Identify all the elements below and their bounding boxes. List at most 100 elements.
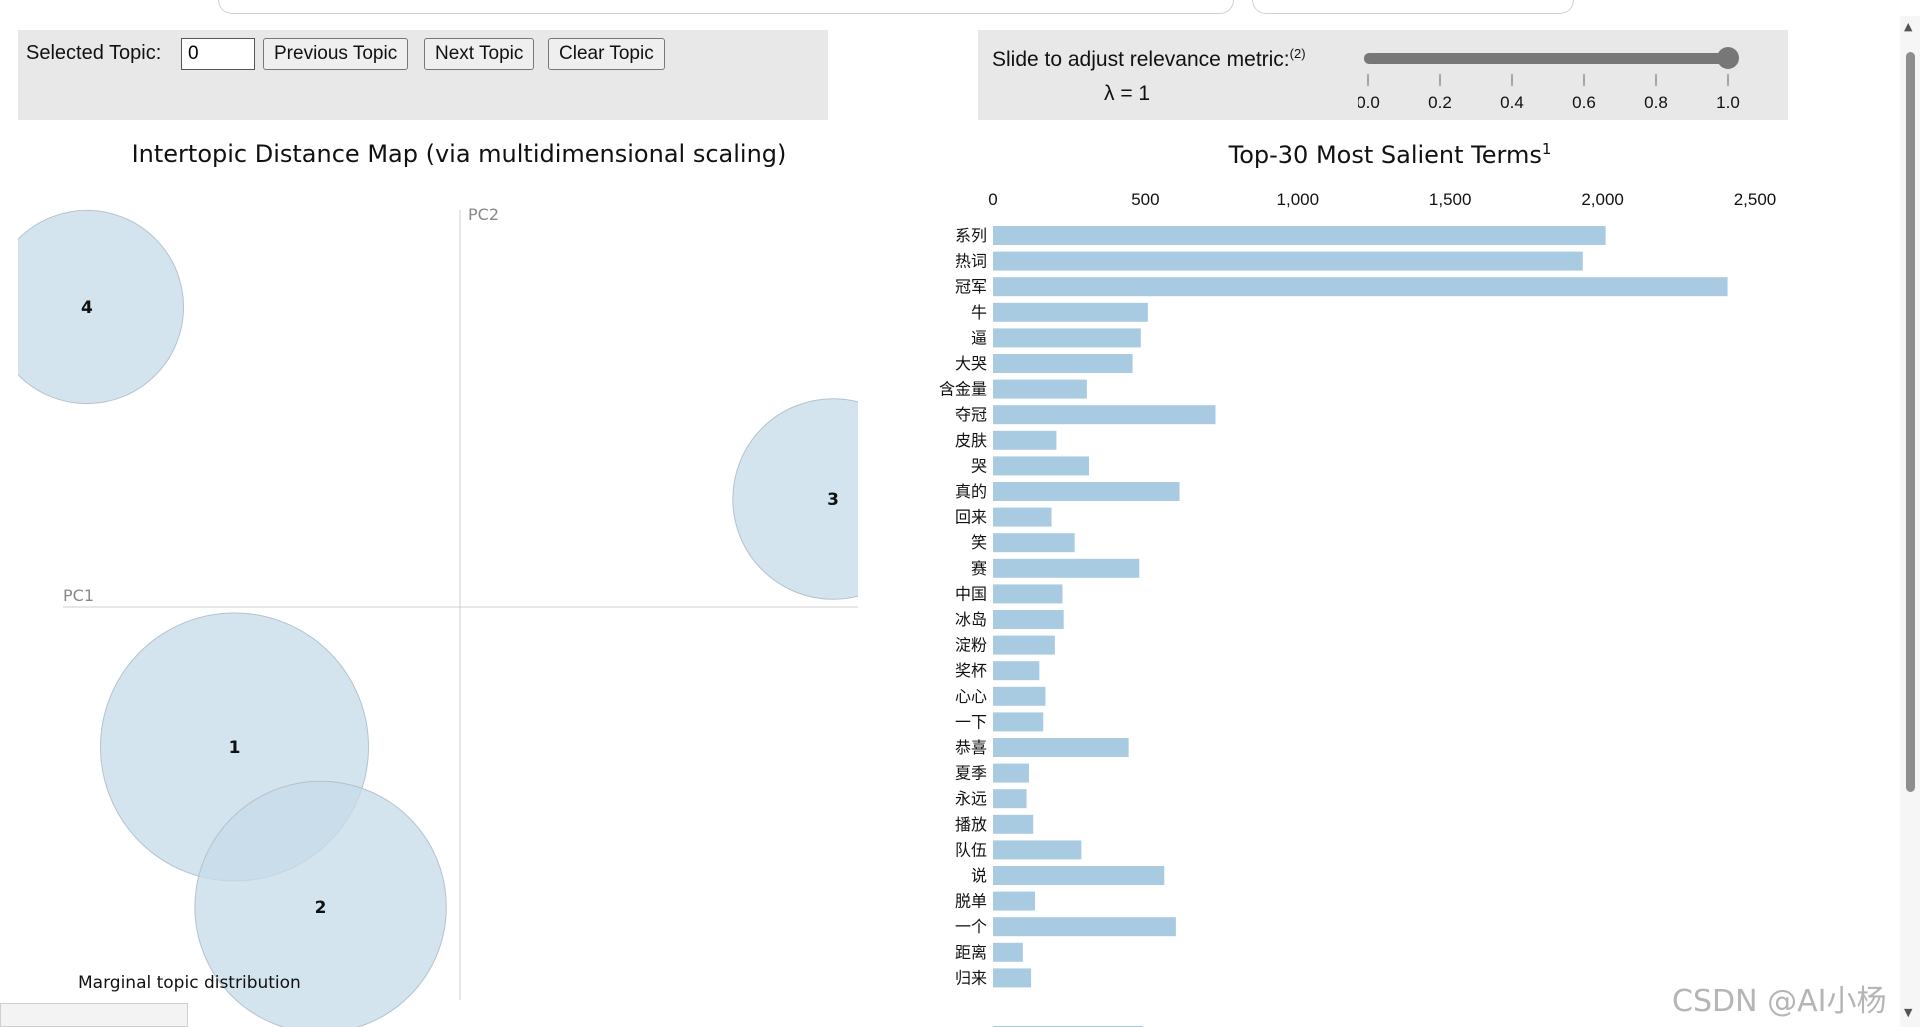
previous-topic-button[interactable]: Previous Topic <box>263 38 409 70</box>
term-label[interactable]: 一个 <box>955 917 987 936</box>
term-bar[interactable] <box>993 686 1046 706</box>
term-bar[interactable] <box>993 917 1176 937</box>
term-bar[interactable] <box>993 302 1148 322</box>
relevance-slider[interactable]: 0.0 0.2 0.4 0.6 0.8 1.0 <box>1358 38 1768 118</box>
term-bar[interactable] <box>993 661 1040 681</box>
term-bar[interactable] <box>993 763 1029 783</box>
slider-track[interactable] <box>1364 53 1736 64</box>
term-bar[interactable] <box>993 584 1063 604</box>
term-label[interactable]: 牛 <box>971 303 987 322</box>
term-label[interactable]: 淀粉 <box>955 636 987 655</box>
x-axis-tick-label: 2,500 <box>1734 190 1777 209</box>
scroll-thumb[interactable] <box>1906 52 1915 792</box>
slider-tick-label: 0.0 <box>1358 93 1380 112</box>
address-bar-fragment <box>218 0 1234 14</box>
term-label[interactable]: 冰岛 <box>955 610 987 629</box>
salient-terms-chart: 0 500 1,000 1,500 2,000 2,500 系列热词冠军牛逼大哭含金量夺冠皮… <box>939 190 1777 1027</box>
topic-bubble[interactable] <box>732 398 858 600</box>
term-label[interactable]: 回来 <box>955 508 987 527</box>
term-label[interactable]: 哭 <box>971 456 987 475</box>
term-label[interactable]: 赛 <box>971 559 987 578</box>
term-bar[interactable] <box>993 379 1087 399</box>
relevance-label-text: Slide to adjust relevance metric: <box>992 48 1290 71</box>
term-label[interactable]: 夏季 <box>955 764 987 783</box>
term-label[interactable]: 距离 <box>955 943 987 962</box>
term-bar[interactable] <box>993 328 1141 348</box>
term-bar[interactable] <box>993 456 1090 476</box>
topic-bubble-label: 3 <box>827 490 839 510</box>
terms-chart-footnote: 1 <box>1541 140 1552 158</box>
term-label[interactable]: 播放 <box>955 815 987 834</box>
map-title: Intertopic Distance Map (via multidimens… <box>131 140 787 168</box>
search-bar-fragment <box>1252 0 1574 14</box>
term-label[interactable]: 说 <box>971 866 987 885</box>
term-label[interactable]: 真的 <box>955 482 987 501</box>
clear-topic-button[interactable]: Clear Topic <box>548 38 665 70</box>
x-axis-tick-label: 2,000 <box>1581 190 1624 209</box>
term-bar[interactable] <box>993 277 1728 297</box>
term-label[interactable]: 冠军 <box>955 277 987 296</box>
relevance-metric-label: Slide to adjust relevance metric:(2) <box>992 46 1306 72</box>
term-label[interactable]: 含金量 <box>939 380 987 399</box>
term-bar[interactable] <box>993 866 1165 885</box>
term-bar[interactable] <box>993 789 1027 809</box>
scroll-down-icon[interactable]: ▼ <box>1904 1006 1913 1019</box>
term-bar[interactable] <box>993 226 1606 245</box>
term-bar[interactable] <box>993 251 1583 271</box>
term-bar[interactable] <box>993 968 1032 988</box>
pc1-axis-label: PC1 <box>63 586 94 605</box>
term-label[interactable]: 奖杯 <box>955 661 987 680</box>
term-bar[interactable] <box>993 482 1180 501</box>
term-label[interactable]: 队伍 <box>955 840 987 859</box>
slider-handle[interactable] <box>1717 47 1739 69</box>
term-label[interactable]: 归来 <box>955 968 987 987</box>
term-label[interactable]: 永远 <box>955 789 987 808</box>
term-bar[interactable] <box>993 533 1075 553</box>
term-label[interactable]: 恭喜 <box>955 738 987 757</box>
term-bar[interactable] <box>993 738 1129 757</box>
term-label[interactable]: 皮肤 <box>955 431 987 450</box>
term-bar[interactable] <box>993 635 1055 655</box>
term-bar[interactable] <box>993 405 1216 425</box>
term-label[interactable]: 笑 <box>971 533 987 552</box>
term-bar[interactable] <box>993 354 1133 373</box>
term-bar[interactable] <box>993 712 1044 732</box>
slider-tick-label: 0.6 <box>1572 93 1596 112</box>
term-bar[interactable] <box>993 430 1057 450</box>
selected-topic-input[interactable] <box>181 38 255 70</box>
slider-tick-label: 0.4 <box>1500 93 1524 112</box>
term-label[interactable]: 热词 <box>955 252 987 271</box>
term-label[interactable]: 一下 <box>955 712 987 731</box>
term-bar[interactable] <box>993 942 1023 962</box>
topic-control-panel: Selected Topic: Previous Topic Next Topi… <box>18 30 828 120</box>
term-bar[interactable] <box>993 558 1140 578</box>
term-label[interactable]: 夺冠 <box>955 405 987 424</box>
term-label[interactable]: 中国 <box>955 584 987 603</box>
x-axis-tick-label: 1,500 <box>1429 190 1472 209</box>
slider-tick-label: 0.2 <box>1428 93 1452 112</box>
marginal-topic-label: Marginal topic distribution <box>78 973 301 993</box>
slider-tick-label: 1.0 <box>1716 93 1740 112</box>
topic-bubble-label: 4 <box>81 298 93 318</box>
term-bar[interactable] <box>993 507 1052 527</box>
term-label[interactable]: 心心 <box>955 687 987 706</box>
term-bar[interactable] <box>993 814 1034 834</box>
x-axis-tick-label: 1,000 <box>1277 190 1320 209</box>
term-label[interactable]: 大哭 <box>955 354 987 373</box>
terms-chart-title-text: Top-30 Most Salient Terms <box>1228 141 1542 169</box>
term-bar[interactable] <box>993 840 1082 860</box>
page-scrollbar[interactable]: ▲ ▼ <box>1900 16 1920 1027</box>
term-label[interactable]: 系列 <box>955 226 987 245</box>
next-topic-button[interactable]: Next Topic <box>424 38 535 70</box>
pc2-axis-label: PC2 <box>468 205 499 224</box>
term-label[interactable]: 脱单 <box>955 892 987 911</box>
topic-bubble[interactable] <box>194 780 447 1027</box>
scroll-up-icon[interactable]: ▲ <box>1904 20 1913 33</box>
term-bar[interactable] <box>993 891 1036 911</box>
terms-chart-title: Top-30 Most Salient Terms1 <box>1000 140 1780 169</box>
term-label[interactable]: 逼 <box>971 328 987 347</box>
term-bar[interactable] <box>993 610 1064 629</box>
slider-tick-label: 0.8 <box>1644 93 1668 112</box>
topic-bubble[interactable] <box>18 209 184 405</box>
relevance-footnote: (2) <box>1289 46 1306 61</box>
